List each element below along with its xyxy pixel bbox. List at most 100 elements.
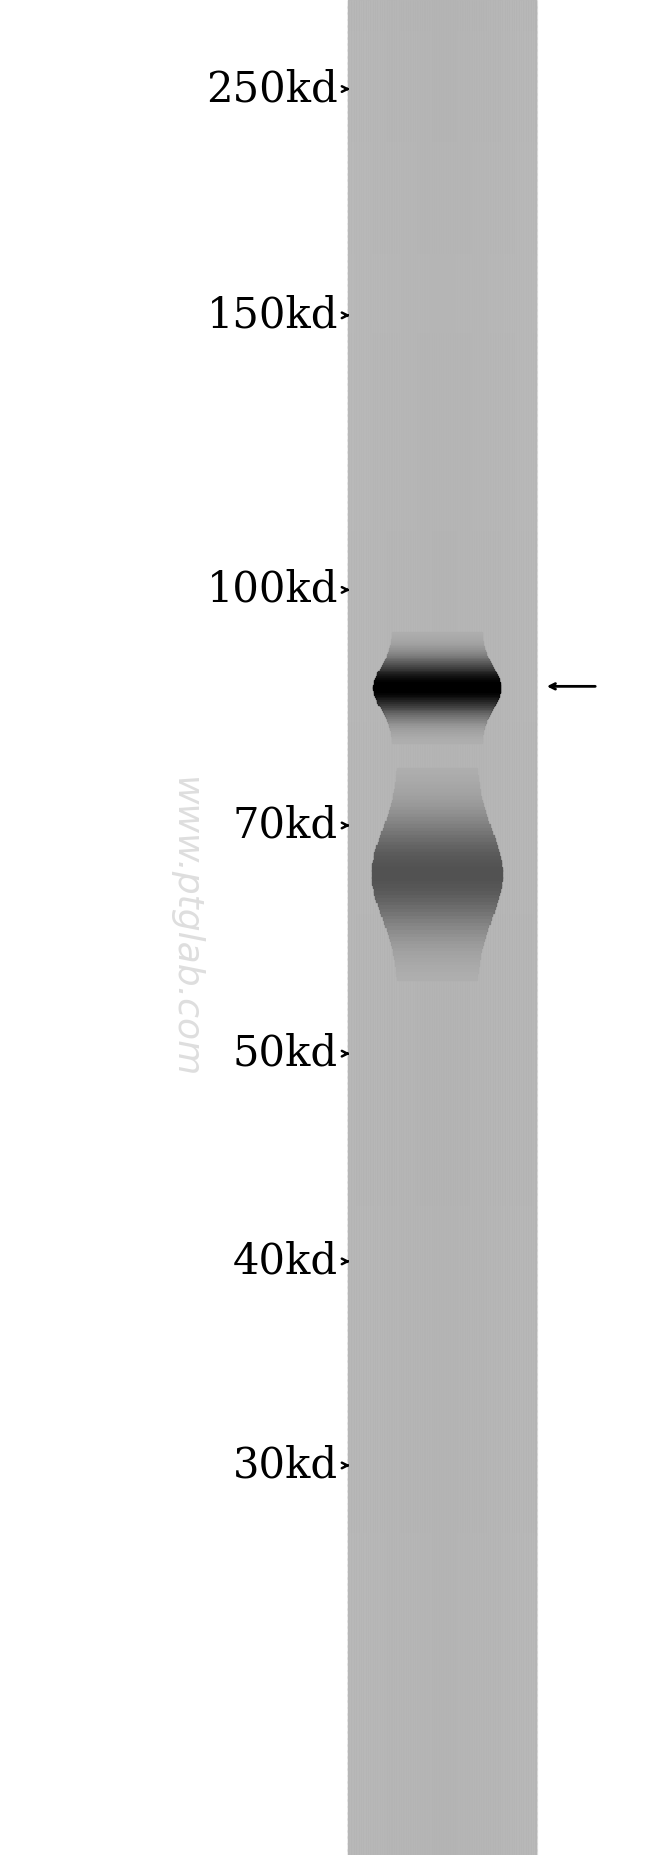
Bar: [348, 551, 536, 558]
Bar: [387, 818, 487, 822]
Bar: [348, 1577, 536, 1584]
Bar: [348, 649, 536, 657]
Bar: [451, 0, 454, 1855]
Bar: [348, 339, 536, 349]
Bar: [348, 1145, 536, 1152]
Bar: [391, 731, 482, 735]
Bar: [348, 1590, 536, 1597]
Bar: [348, 93, 536, 100]
Bar: [374, 890, 499, 896]
Bar: [348, 50, 536, 58]
Bar: [348, 1397, 536, 1406]
Bar: [348, 631, 536, 638]
Bar: [496, 0, 499, 1855]
Bar: [348, 736, 536, 744]
Bar: [379, 905, 495, 909]
Bar: [348, 1107, 536, 1115]
Bar: [348, 80, 536, 89]
Bar: [348, 98, 536, 108]
Bar: [390, 647, 484, 649]
Bar: [348, 692, 536, 701]
Bar: [380, 835, 493, 838]
Bar: [348, 792, 536, 800]
Bar: [348, 469, 536, 479]
Bar: [348, 143, 536, 150]
Bar: [430, 0, 433, 1855]
Bar: [348, 414, 536, 423]
Bar: [348, 1410, 536, 1417]
Bar: [384, 920, 489, 924]
Bar: [358, 0, 360, 1855]
Bar: [348, 699, 536, 707]
Bar: [348, 1119, 536, 1128]
Bar: [372, 877, 502, 881]
Bar: [442, 0, 445, 1855]
Bar: [385, 659, 488, 660]
Bar: [348, 451, 536, 460]
Bar: [390, 0, 393, 1855]
Bar: [382, 666, 492, 668]
Bar: [391, 638, 482, 642]
Bar: [348, 1267, 536, 1276]
Bar: [348, 371, 536, 378]
Bar: [348, 896, 536, 905]
Bar: [348, 686, 536, 694]
Bar: [348, 1527, 536, 1536]
Bar: [355, 0, 358, 1855]
Bar: [428, 0, 430, 1855]
Bar: [348, 885, 536, 892]
Bar: [348, 1415, 536, 1425]
Bar: [396, 772, 477, 775]
Bar: [348, 1211, 536, 1221]
Bar: [348, 87, 536, 95]
Bar: [348, 1007, 536, 1017]
Bar: [435, 0, 437, 1855]
Bar: [468, 0, 471, 1855]
Bar: [348, 1701, 536, 1708]
Bar: [348, 1150, 536, 1158]
Bar: [348, 1219, 536, 1226]
Bar: [348, 1163, 536, 1171]
Bar: [348, 302, 536, 312]
Bar: [387, 655, 486, 657]
Bar: [522, 0, 525, 1855]
Bar: [348, 625, 536, 633]
Bar: [348, 1849, 536, 1855]
Bar: [348, 569, 536, 577]
Bar: [348, 464, 536, 471]
Bar: [348, 432, 536, 441]
Bar: [348, 1712, 536, 1721]
Bar: [348, 1132, 536, 1139]
Bar: [465, 0, 468, 1855]
Bar: [449, 0, 452, 1855]
Bar: [348, 377, 536, 386]
Bar: [348, 1503, 536, 1510]
Bar: [348, 1200, 536, 1208]
Bar: [393, 0, 395, 1855]
Bar: [348, 1632, 536, 1640]
Bar: [348, 43, 536, 52]
Bar: [348, 228, 536, 237]
Bar: [396, 972, 477, 976]
Text: 100kd: 100kd: [207, 569, 338, 610]
Bar: [348, 1293, 536, 1300]
Bar: [348, 1490, 536, 1499]
Bar: [348, 1298, 536, 1306]
Bar: [393, 792, 480, 796]
Bar: [374, 853, 499, 857]
Bar: [348, 1794, 536, 1801]
Bar: [376, 675, 498, 679]
Bar: [348, 74, 536, 82]
Bar: [374, 684, 500, 686]
Bar: [348, 785, 536, 794]
Bar: [374, 681, 500, 684]
Bar: [348, 328, 536, 336]
Bar: [416, 0, 419, 1855]
Bar: [409, 0, 411, 1855]
Bar: [491, 0, 494, 1855]
Bar: [393, 796, 481, 800]
Bar: [392, 738, 482, 740]
Bar: [402, 0, 404, 1855]
Bar: [374, 690, 500, 692]
Bar: [381, 705, 493, 709]
